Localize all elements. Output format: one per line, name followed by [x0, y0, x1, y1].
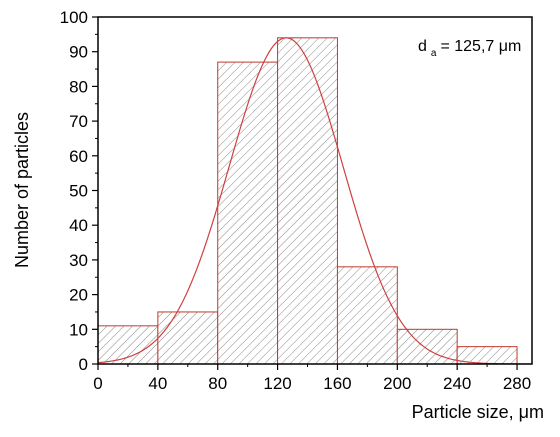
histogram-bar-40-80: [157, 311, 219, 365]
y-tick-label: 100: [60, 8, 88, 27]
y-axis-title: Number of particles: [12, 112, 32, 268]
y-tick-label: 80: [69, 77, 88, 96]
x-tick-label: 280: [503, 374, 531, 393]
histogram-bars: [97, 37, 518, 365]
x-tick-label: 200: [383, 374, 411, 393]
x-axis: 0 40 80 120 160 200 240 280: [93, 364, 531, 393]
y-tick-label: 10: [69, 320, 88, 339]
histogram-bar-120-160: [277, 37, 338, 365]
y-axis: 0 10 20 30 40 50 60 70 80 90 100: [60, 8, 98, 374]
x-tick-label: 0: [93, 374, 102, 393]
histogram-bar-0-40: [97, 325, 159, 365]
annotation-value: = 125,7 μm: [440, 38, 521, 55]
y-tick-label: 50: [69, 182, 88, 201]
y-tick-label: 60: [69, 147, 88, 166]
x-tick-label: 80: [208, 374, 227, 393]
y-tick-label: 30: [69, 251, 88, 270]
y-tick-label: 0: [79, 355, 88, 374]
annotation-subscript: a: [431, 48, 437, 59]
x-tick-label: 40: [148, 374, 167, 393]
mean-size-annotation: d a = 125,7 μm: [418, 38, 521, 60]
x-tick-label: 240: [443, 374, 471, 393]
y-tick-label: 20: [69, 286, 88, 305]
y-tick-label: 90: [69, 43, 88, 62]
x-tick-label: 160: [323, 374, 351, 393]
x-tick-label: 120: [263, 374, 291, 393]
y-tick-label: 40: [69, 216, 88, 235]
histogram-bar-80-120: [217, 61, 279, 365]
annotation-symbol: d: [418, 38, 427, 55]
y-tick-label: 70: [69, 112, 88, 131]
x-axis-title: Particle size, μm: [412, 402, 544, 422]
histogram-bar-160-200: [336, 266, 398, 365]
gaussian-fit-curve: [98, 37, 532, 364]
